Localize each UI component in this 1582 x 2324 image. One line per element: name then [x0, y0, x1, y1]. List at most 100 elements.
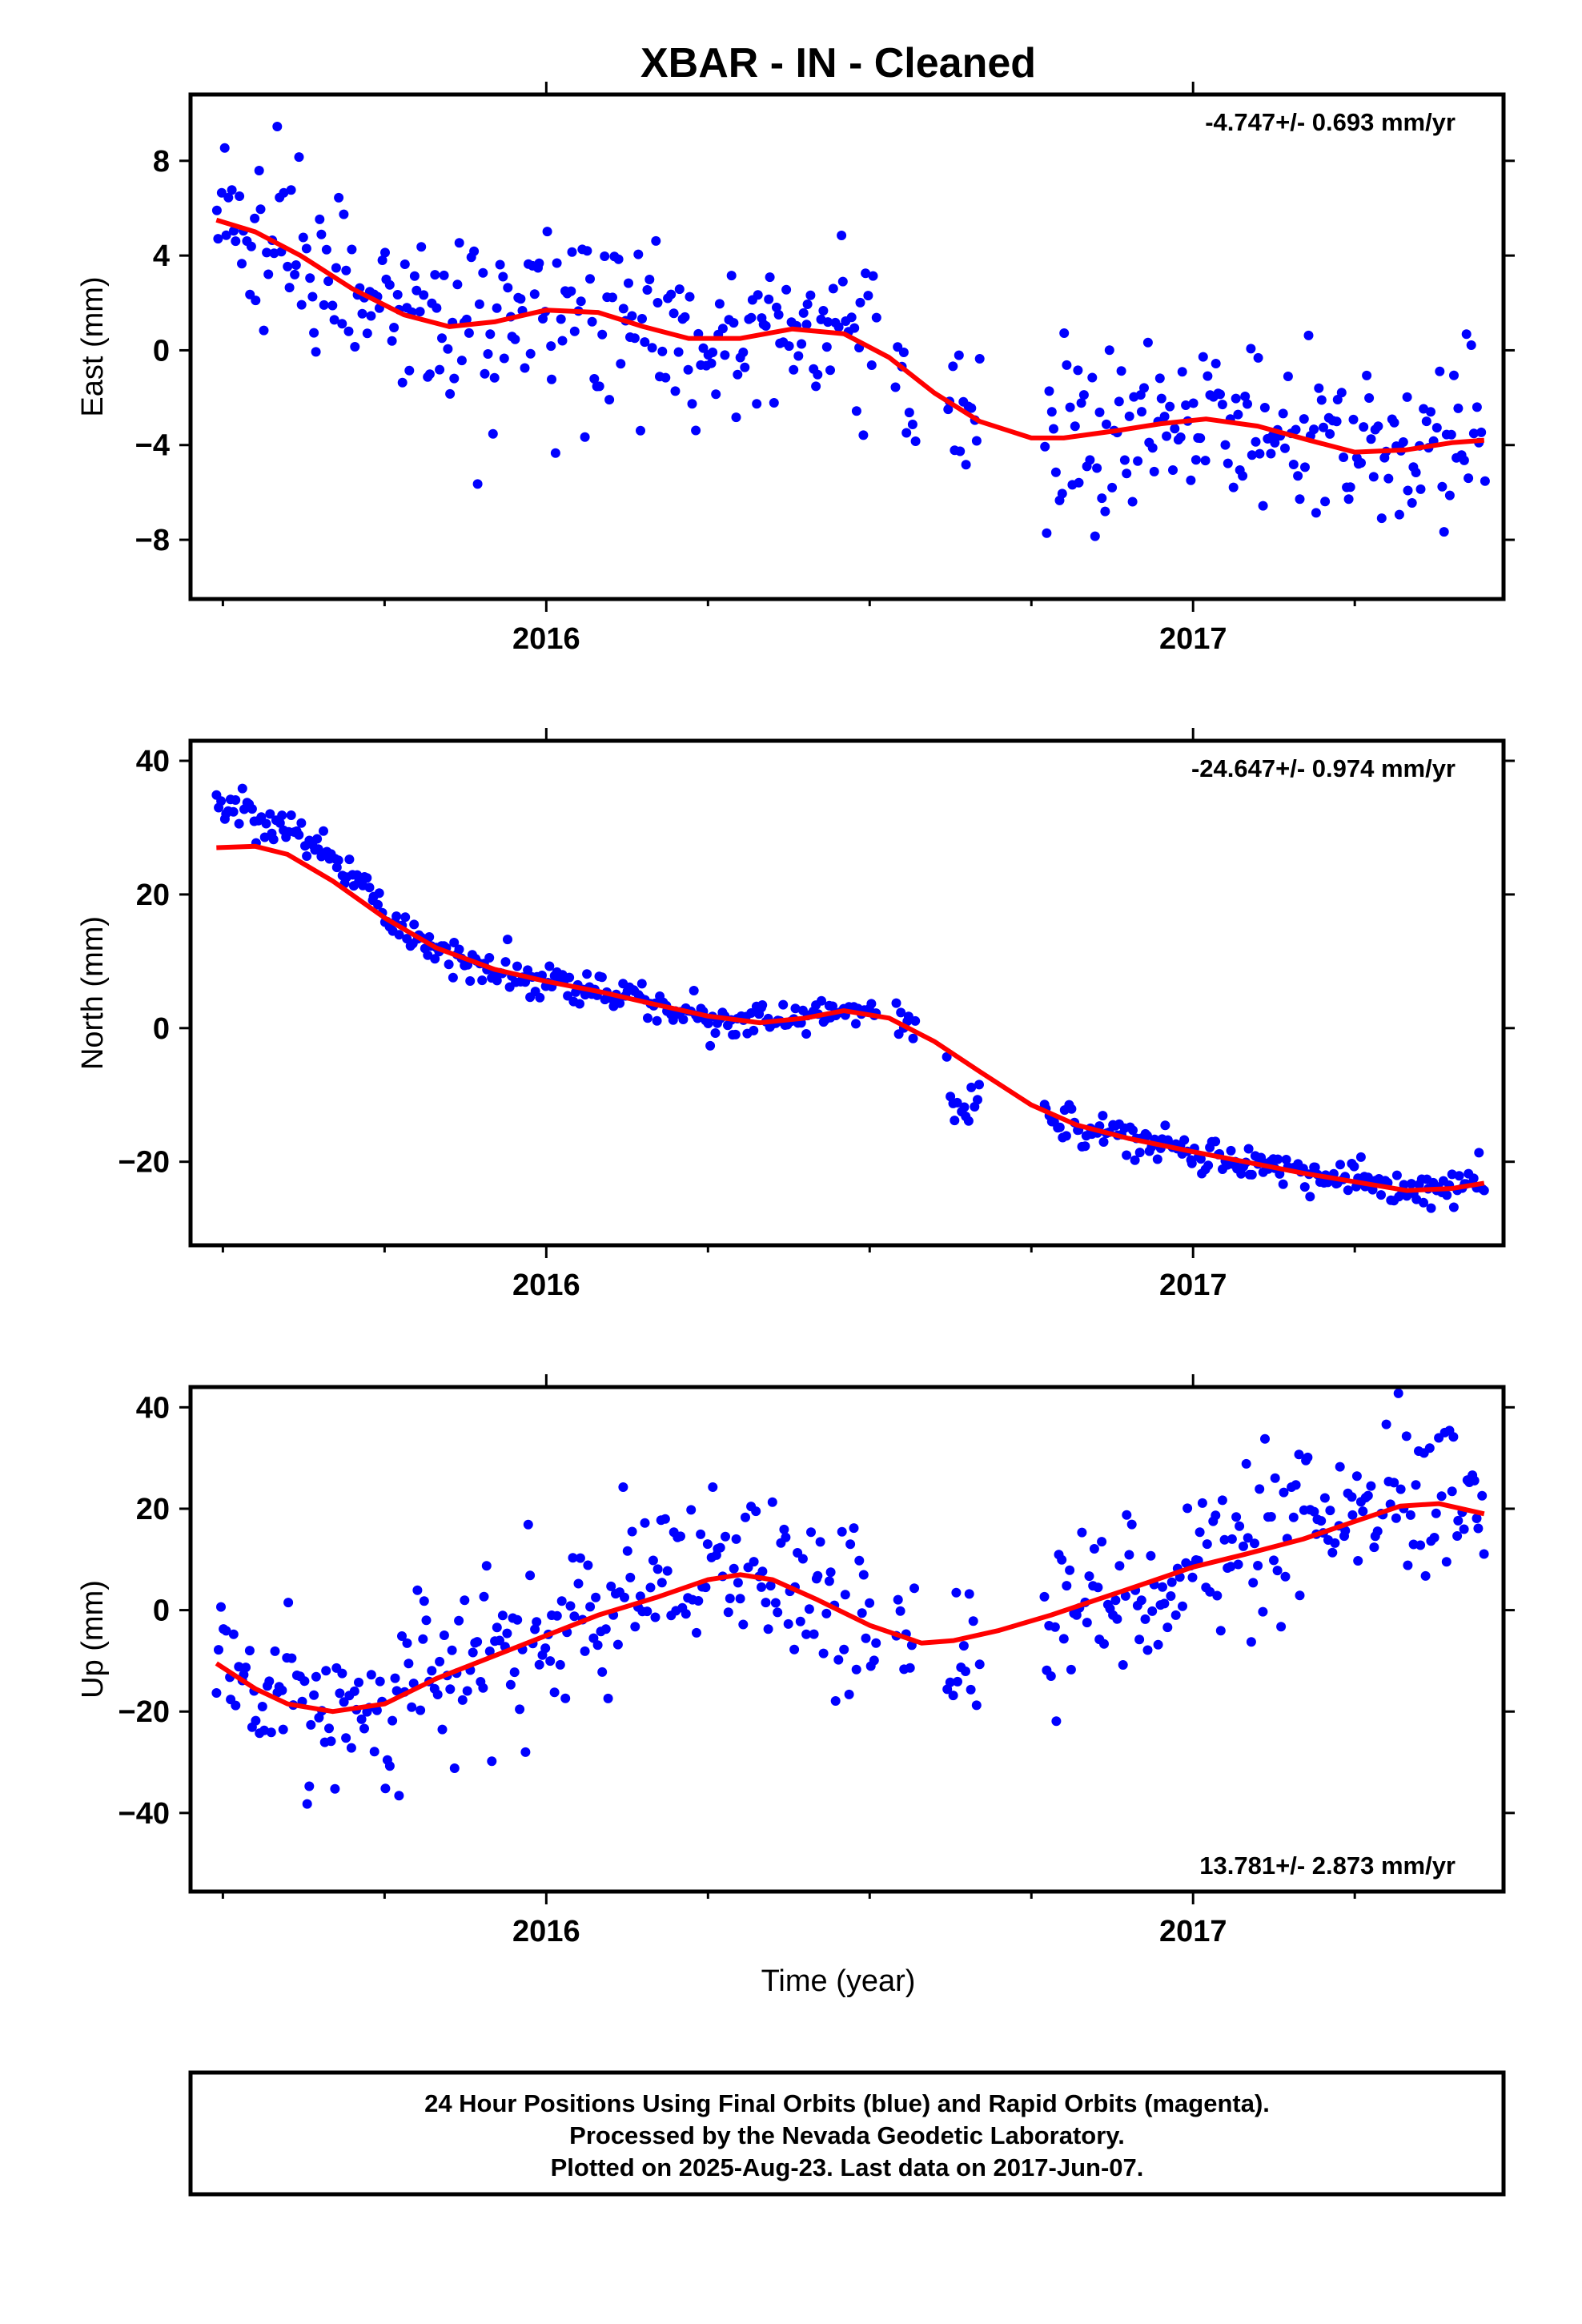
- east-point: [223, 192, 234, 203]
- up-point: [773, 1607, 783, 1618]
- up-point: [530, 1624, 540, 1634]
- east-point: [1100, 506, 1110, 517]
- up-point: [1431, 1508, 1441, 1518]
- up-point: [966, 1684, 976, 1695]
- north-point: [1278, 1179, 1288, 1189]
- up-point: [951, 1587, 962, 1598]
- east-point: [1362, 370, 1372, 380]
- up-point: [1403, 1560, 1413, 1570]
- up-point: [462, 1686, 472, 1696]
- east-point: [746, 312, 757, 323]
- east-point: [738, 348, 749, 357]
- north-point: [1335, 1160, 1345, 1170]
- east-point: [1444, 490, 1455, 501]
- up-point: [804, 1604, 814, 1614]
- north-point: [1376, 1190, 1386, 1200]
- east-point: [1476, 427, 1487, 437]
- north-point: [364, 883, 375, 893]
- up-point: [1353, 1556, 1363, 1566]
- north-xtick-label: 2017: [1159, 1269, 1227, 1302]
- north-ytick-label: 40: [136, 745, 170, 778]
- north-point: [952, 1097, 962, 1108]
- north-point: [710, 1028, 721, 1038]
- east-point: [811, 381, 821, 392]
- up-point: [472, 1637, 483, 1647]
- north-point: [1066, 1104, 1077, 1114]
- east-point: [366, 311, 376, 321]
- east-point: [557, 336, 568, 346]
- up-point: [851, 1664, 861, 1675]
- east-point: [1291, 424, 1301, 435]
- east-point: [1137, 407, 1146, 417]
- east-point: [813, 369, 823, 380]
- east-point: [1203, 371, 1213, 381]
- east-point: [955, 446, 966, 456]
- east-point: [550, 448, 560, 458]
- east-point: [552, 258, 562, 268]
- north-frame: [188, 738, 1506, 1248]
- north-xtick-label: 2016: [512, 1269, 580, 1302]
- up-point: [1250, 1538, 1259, 1549]
- east-point: [319, 300, 329, 310]
- east-point: [1119, 455, 1130, 465]
- east-point: [1044, 386, 1054, 396]
- up-point: [1182, 1503, 1193, 1514]
- east-point: [1309, 424, 1319, 435]
- up-point: [435, 1656, 445, 1667]
- east-point: [566, 286, 576, 296]
- east-point: [1280, 443, 1290, 453]
- up-point: [696, 1529, 706, 1539]
- east-point: [1215, 389, 1225, 400]
- east-point: [1415, 484, 1426, 494]
- east-point: [1266, 448, 1276, 459]
- up-point: [1363, 1490, 1373, 1501]
- north-point: [423, 950, 433, 960]
- north-point: [950, 1116, 960, 1126]
- east-point: [1247, 450, 1257, 460]
- north-point: [817, 995, 826, 1006]
- up-point: [1118, 1660, 1128, 1670]
- north-rate-label: -24.647+/- 0.974 mm/yr: [1191, 754, 1456, 782]
- north-point: [828, 1001, 837, 1011]
- east-point: [1368, 472, 1379, 482]
- east-point: [339, 209, 349, 219]
- east-point: [855, 297, 865, 308]
- north-panel: −20 0 20 40 2016 2017 North (mm) -24.647+/- 0.9…: [76, 728, 1515, 1302]
- up-point: [813, 1570, 823, 1581]
- east-point: [666, 289, 677, 300]
- east-point: [1480, 476, 1490, 486]
- up-point: [1158, 1582, 1167, 1592]
- up-point: [1429, 1533, 1439, 1542]
- up-point: [612, 1639, 623, 1650]
- up-point: [478, 1683, 488, 1693]
- north-point: [444, 959, 454, 970]
- east-point: [825, 365, 835, 376]
- east-ytick-label: 0: [153, 334, 170, 368]
- north-point: [749, 1025, 759, 1035]
- east-point: [1383, 473, 1394, 484]
- east-point: [439, 270, 449, 280]
- north-point: [1479, 1185, 1489, 1196]
- up-point: [1472, 1514, 1482, 1523]
- east-point: [691, 425, 701, 436]
- east-point: [412, 285, 422, 296]
- east-point: [866, 360, 877, 370]
- east-point: [644, 275, 655, 284]
- east-point: [1278, 408, 1288, 419]
- north-point: [449, 938, 460, 947]
- east-point: [432, 303, 442, 313]
- up-point: [676, 1531, 685, 1542]
- up-point: [432, 1690, 443, 1699]
- up-point: [1231, 1512, 1242, 1522]
- east-point: [279, 187, 289, 198]
- north-point: [275, 818, 285, 828]
- up-point: [1473, 1523, 1484, 1534]
- up-point: [1453, 1515, 1464, 1526]
- up-point: [844, 1689, 854, 1699]
- up-frame: [188, 1385, 1506, 1894]
- up-point: [1205, 1586, 1215, 1597]
- north-y-axis-label: North (mm): [76, 916, 110, 1070]
- up-point: [837, 1526, 847, 1537]
- up-point: [715, 1542, 725, 1553]
- east-point: [1162, 431, 1172, 441]
